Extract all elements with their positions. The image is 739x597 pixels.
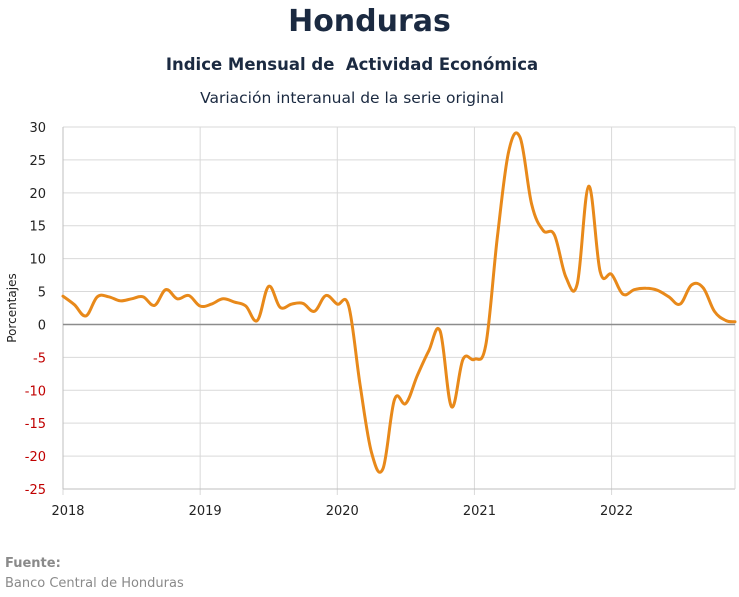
data-point	[541, 229, 545, 232]
data-point	[301, 302, 305, 305]
data-point	[119, 299, 122, 302]
x-tick-label: 2019	[189, 504, 222, 519]
data-point	[221, 297, 225, 300]
data-point	[393, 398, 396, 401]
y-tick-label: 10	[29, 253, 46, 268]
y-tick-label: 30	[29, 121, 46, 136]
data-point	[599, 270, 602, 273]
data-point	[107, 295, 110, 298]
y-tick-label: 25	[29, 154, 46, 169]
data-point	[507, 150, 510, 153]
data-point	[701, 286, 705, 289]
data-point	[633, 288, 636, 291]
data-point	[336, 302, 339, 306]
y-tick-label: -10	[25, 384, 46, 399]
x-tick-label: 2018	[51, 504, 84, 519]
data-point	[324, 294, 328, 297]
data-point	[656, 289, 659, 292]
y-tick-label: -15	[25, 417, 46, 432]
data-point	[450, 405, 453, 408]
data-point	[278, 306, 282, 309]
y-tick-label: -25	[25, 483, 46, 498]
data-point	[427, 349, 430, 352]
data-point	[256, 319, 259, 322]
data-point	[404, 402, 408, 405]
data-point	[84, 314, 88, 318]
chart-subtitle-secondary: Variación interanual de la serie origina…	[200, 89, 504, 107]
data-point	[473, 358, 476, 361]
data-point	[733, 320, 737, 323]
data-point	[678, 302, 682, 306]
data-point	[187, 294, 190, 297]
data-point	[416, 374, 419, 377]
y-tick-label: -20	[25, 450, 46, 465]
data-point	[610, 273, 613, 276]
data-point	[359, 384, 362, 387]
data-point	[244, 304, 247, 308]
series-line	[61, 131, 737, 474]
data-point	[233, 300, 236, 304]
data-point	[667, 295, 670, 298]
data-point	[530, 202, 533, 206]
data-point	[96, 295, 99, 298]
chart-grid	[62, 126, 735, 495]
x-tick-label: 2022	[600, 504, 633, 519]
chart-subtitle: Indice Mensual de Actividad Económica	[165, 55, 539, 74]
data-point	[198, 304, 202, 308]
source-text: Banco Central de Honduras	[5, 576, 184, 591]
x-tick-label: 2020	[326, 504, 359, 519]
data-point	[210, 302, 213, 306]
data-point	[587, 185, 590, 188]
data-point	[724, 319, 727, 322]
data-point	[484, 343, 487, 347]
y-tick-label: 5	[38, 286, 46, 301]
data-point	[496, 236, 499, 239]
data-point	[176, 297, 179, 300]
y-tick-label: 20	[29, 187, 46, 202]
data-point	[576, 282, 579, 285]
data-point	[621, 293, 625, 296]
data-point	[153, 304, 156, 307]
chart-series	[61, 131, 737, 474]
data-point	[713, 310, 716, 313]
y-axis-label: Porcentajes	[5, 273, 19, 342]
data-point	[141, 295, 145, 298]
data-point	[130, 297, 133, 300]
data-point	[164, 288, 168, 291]
data-point	[290, 302, 293, 306]
data-point	[461, 358, 465, 361]
chart-axes	[62, 127, 736, 490]
data-point	[438, 329, 442, 333]
data-point	[518, 136, 522, 139]
y-tick-label: 15	[29, 220, 46, 235]
data-point	[553, 233, 556, 237]
data-point	[690, 283, 693, 287]
x-axis-ticks: 2018 2019 2020 2021 2022	[51, 504, 633, 519]
data-point	[267, 285, 270, 288]
data-point	[61, 295, 65, 298]
data-point	[313, 310, 316, 313]
data-point	[644, 287, 648, 290]
source-label: Fuente:	[5, 556, 61, 571]
x-tick-label: 2021	[463, 504, 496, 519]
y-axis-ticks: 30 25 20 15 10 5 0 -5 -10 -15 -20 -25	[25, 121, 46, 498]
data-point	[370, 451, 373, 454]
data-point	[347, 304, 350, 308]
data-point	[73, 303, 76, 306]
data-point	[564, 275, 568, 279]
chart-title: Honduras	[288, 4, 451, 39]
y-tick-label: 0	[38, 318, 46, 333]
y-tick-label: -5	[33, 351, 46, 366]
data-point	[381, 467, 385, 470]
